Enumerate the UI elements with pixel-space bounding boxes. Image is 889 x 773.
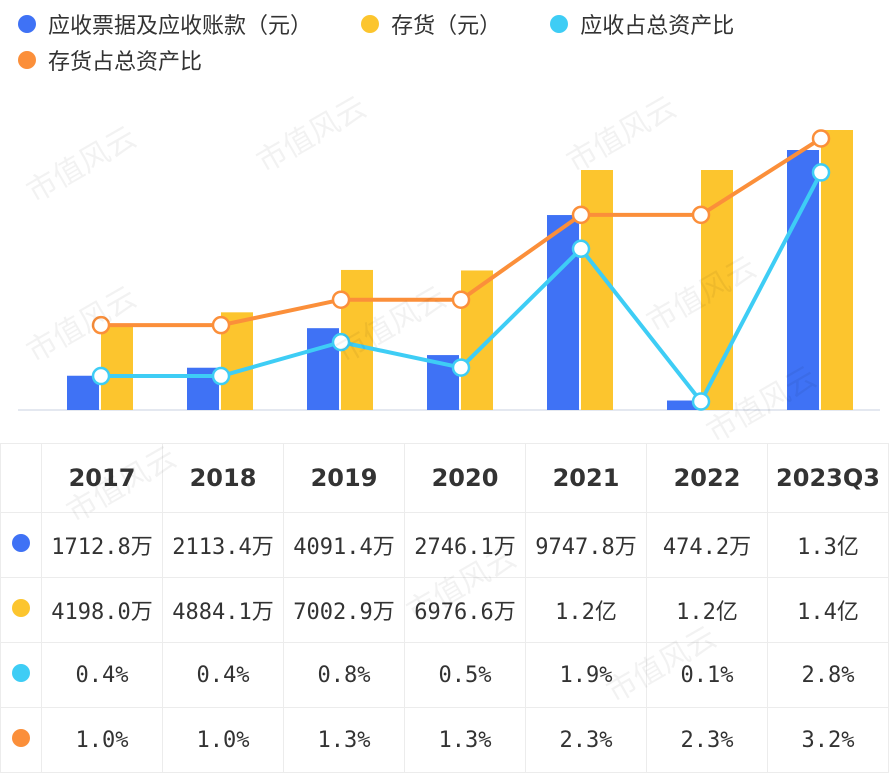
row-marker-receivable — [0, 512, 42, 578]
table-cell: 3.2% — [767, 707, 889, 773]
bar-inventory — [581, 170, 613, 410]
table-header-year: 2020 — [404, 443, 526, 513]
table-cell: 0.8% — [283, 642, 405, 708]
table-cell: 2.8% — [767, 642, 889, 708]
point-receivable-ratio — [331, 332, 351, 352]
point-receivable-ratio — [91, 366, 111, 386]
row-marker-inventory — [0, 577, 42, 643]
table-header-year: 2019 — [283, 443, 405, 513]
point-inventory-ratio — [691, 205, 711, 225]
legend: 应收票据及应收账款（元） 存货（元） 应收占总资产比 存货占总资产比 — [18, 6, 878, 78]
table-row-inventory-ratio: 1.0% 1.0% 1.3% 1.3% 2.3% 2.3% 3.2% — [0, 707, 889, 773]
legend-item-inventory-ratio[interactable]: 存货占总资产比 — [18, 42, 202, 78]
table-cell: 2113.4万 — [162, 512, 284, 578]
table-cell: 2.3% — [525, 707, 647, 773]
legend-label-inventory: 存货（元） — [391, 14, 502, 39]
legend-dot-receivable-ratio — [550, 15, 569, 33]
bar-inventory — [101, 326, 133, 410]
legend-label-inventory-ratio: 存货占总资产比 — [48, 50, 203, 75]
bar-receivable — [787, 150, 819, 410]
combo-chart — [18, 129, 880, 411]
point-inventory-ratio — [91, 315, 111, 335]
table-cell: 474.2万 — [646, 512, 768, 578]
table-cell: 1.3亿 — [767, 512, 889, 578]
legend-item-inventory[interactable]: 存货（元） — [361, 6, 501, 42]
point-receivable-ratio — [451, 358, 471, 377]
table-row-receivable-ratio: 0.4% 0.4% 0.8% 0.5% 1.9% 0.1% 2.8% — [0, 642, 889, 708]
table-cell: 6976.6万 — [404, 577, 526, 643]
table-cell: 4884.1万 — [162, 577, 284, 643]
table-row-receivable: 1712.8万 2113.4万 4091.4万 2746.1万 9747.8万 … — [0, 512, 889, 578]
table-cell: 1.2亿 — [646, 577, 768, 643]
table-cell: 1.0% — [41, 707, 163, 773]
bar-receivable — [667, 400, 699, 410]
table-cell: 9747.8万 — [525, 512, 647, 578]
table-row-inventory: 4198.0万 4884.1万 7002.9万 6976.6万 1.2亿 1.2… — [0, 577, 889, 643]
point-inventory-ratio — [451, 290, 471, 309]
table-cell: 0.4% — [41, 642, 163, 708]
table-cell: 1712.8万 — [41, 512, 163, 578]
legend-dot-inventory-ratio — [18, 51, 36, 69]
legend-label-receivable-ratio: 应收占总资产比 — [580, 14, 735, 39]
point-receivable-ratio — [211, 366, 231, 386]
table-header-year: 2022 — [646, 443, 768, 513]
table-cell: 0.1% — [646, 642, 768, 708]
point-inventory-ratio — [811, 129, 831, 148]
table-header-year: 2017 — [41, 443, 163, 513]
point-inventory-ratio — [331, 290, 351, 309]
row-marker-inventory-ratio — [0, 707, 42, 773]
table-cell: 1.2亿 — [525, 577, 647, 643]
table-cell: 7002.9万 — [283, 577, 405, 643]
table-cell: 1.4亿 — [767, 577, 889, 643]
table-cell: 4198.0万 — [41, 577, 163, 643]
table-cell: 2746.1万 — [404, 512, 526, 578]
legend-item-receivable[interactable]: 应收票据及应收账款（元） — [18, 6, 312, 42]
table-cell: 2.3% — [646, 707, 768, 773]
table-cell: 0.4% — [162, 642, 284, 708]
row-marker-receivable-ratio — [0, 642, 42, 708]
point-receivable-ratio — [691, 392, 711, 411]
table-cell: 1.3% — [404, 707, 526, 773]
legend-dot-inventory — [361, 15, 380, 33]
point-receivable-ratio — [571, 239, 591, 259]
table-cell: 1.3% — [283, 707, 405, 773]
legend-label-receivable: 应收票据及应收账款（元） — [48, 14, 313, 39]
table-header-year: 2021 — [525, 443, 647, 513]
table-cell: 1.0% — [162, 707, 284, 773]
point-inventory-ratio — [571, 205, 591, 225]
point-inventory-ratio — [211, 315, 231, 335]
table-header-year: 2023Q3 — [767, 443, 889, 513]
legend-item-receivable-ratio[interactable]: 应收占总资产比 — [550, 6, 734, 42]
table-header-year: 2018 — [162, 443, 284, 513]
point-receivable-ratio — [811, 163, 831, 182]
table-cell: 4091.4万 — [283, 512, 405, 578]
table-header-row: 2017 2018 2019 2020 2021 2022 2023Q3 — [0, 443, 889, 513]
data-table: 2017 2018 2019 2020 2021 2022 2023Q3 171… — [0, 443, 889, 773]
table-cell: 1.9% — [525, 642, 647, 708]
legend-dot-receivable — [18, 15, 36, 33]
table-cell: 0.5% — [404, 642, 526, 708]
table-header-corner — [0, 443, 42, 513]
